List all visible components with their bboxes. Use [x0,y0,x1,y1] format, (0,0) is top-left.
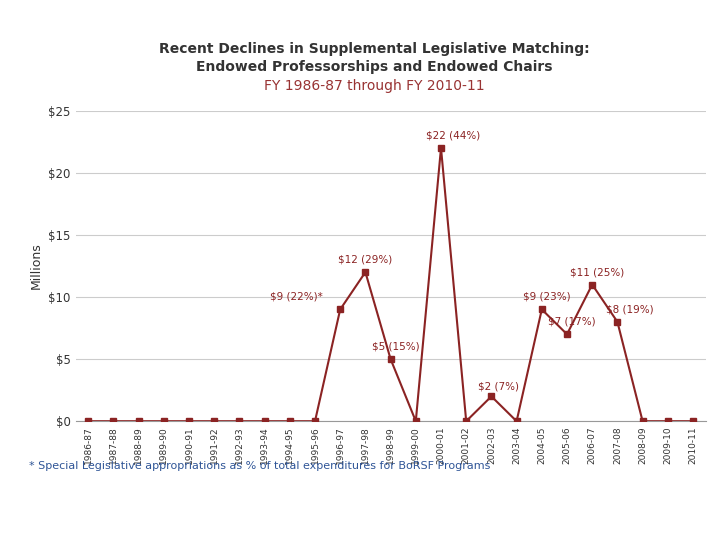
Text: $9 (22%)*: $9 (22%)* [270,292,323,302]
Text: FY 1986-87 through FY 2010-11: FY 1986-87 through FY 2010-11 [264,79,485,93]
Y-axis label: Millions: Millions [30,242,42,289]
Text: Recent Declines in Supplemental Legislative Matching:: Recent Declines in Supplemental Legislat… [159,42,590,56]
Text: $11 (25%): $11 (25%) [570,267,624,277]
Text: $8 (19%): $8 (19%) [606,305,654,314]
Text: $5 (15%): $5 (15%) [372,342,420,352]
Text: $2 (7%): $2 (7%) [479,381,519,391]
Text: $12 (29%): $12 (29%) [338,255,392,265]
Text: $22 (44%): $22 (44%) [426,131,481,140]
Text: $9 (23%): $9 (23%) [523,292,571,302]
Text: * Special Legislative appropriations as % of total expenditures for BoRSF Progra: * Special Legislative appropriations as … [29,461,490,471]
Text: $7 (17%): $7 (17%) [548,317,596,327]
Text: Endowed Professorships and Endowed Chairs: Endowed Professorships and Endowed Chair… [196,60,553,75]
